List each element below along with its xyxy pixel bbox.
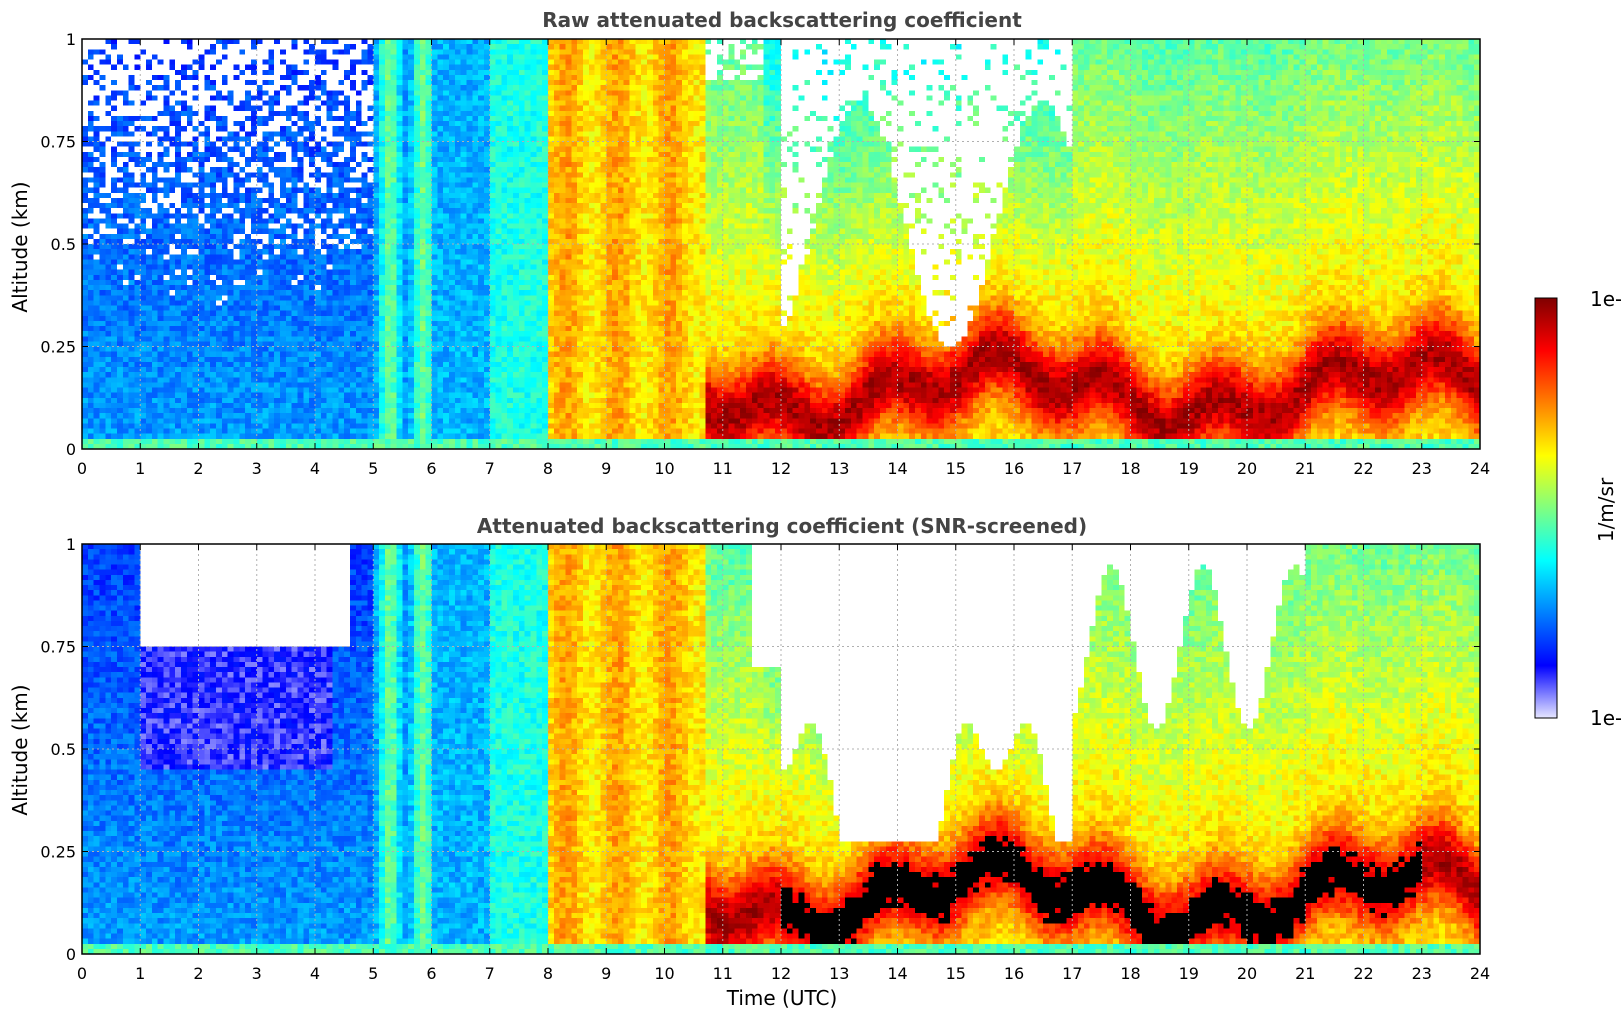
colorbar-min-label: 1e-7	[1590, 706, 1621, 730]
x-tick-label: 8	[543, 964, 553, 983]
x-tick-label: 14	[887, 964, 907, 983]
x-tick-label: 23	[1412, 964, 1432, 983]
y-tick-label: 0.75	[40, 638, 76, 657]
y-tick-label: 0	[66, 945, 76, 964]
y-tick-label: 0.25	[40, 338, 76, 357]
x-tick-label: 20	[1237, 964, 1257, 983]
x-tick-label: 10	[654, 459, 674, 478]
panel-bottom-title: Attenuated backscattering coefficient (S…	[477, 514, 1087, 538]
x-tick-label: 12	[771, 964, 791, 983]
x-tick-label: 8	[543, 459, 553, 478]
x-tick-label: 13	[829, 459, 849, 478]
colorbar	[1534, 297, 1558, 719]
x-tick-label: 5	[368, 964, 378, 983]
x-tick-label: 1	[135, 459, 145, 478]
x-tick-label: 6	[426, 964, 436, 983]
y-tick-label: 0.5	[51, 740, 76, 759]
y-tick-label: 0	[66, 440, 76, 459]
x-tick-label: 4	[310, 964, 320, 983]
x-tick-label: 11	[713, 459, 733, 478]
panel-bottom: 0 1 2 3 4 5 6 7 8 9 10 11 12 13 14 15 16 17 18 19 20 21 22 23 24…	[40, 535, 1490, 983]
x-tick-label: 1	[135, 964, 145, 983]
y-tick-label: 0.75	[40, 133, 76, 152]
x-tick-label: 5	[368, 459, 378, 478]
x-tick-label: 10	[654, 964, 674, 983]
x-tick-label: 21	[1295, 964, 1315, 983]
x-tick-label: 19	[1179, 459, 1199, 478]
panel-top-ylabel: Altitude (km)	[8, 181, 32, 312]
panel-bottom-ylabel: Altitude (km)	[8, 684, 32, 815]
x-axis-label: Time (UTC)	[726, 986, 838, 1010]
panel-top: 0 1 2 3 4 5 6 7 8 9 10 11 12 13 14 15 16 17 18 19 20 21 22 23 24…	[40, 30, 1490, 478]
x-tick-label: 24	[1470, 964, 1490, 983]
x-tick-label: 2	[193, 459, 203, 478]
y-tick-label: 0.5	[51, 235, 76, 254]
x-tick-label: 15	[946, 459, 966, 478]
x-tick-label: 9	[601, 459, 611, 478]
y-tick-label: 1	[66, 535, 76, 554]
x-tick-label: 22	[1353, 459, 1373, 478]
x-tick-label: 18	[1120, 964, 1140, 983]
x-tick-label: 0	[77, 459, 87, 478]
colorbar-gradient	[1534, 297, 1558, 719]
x-tick-label: 12	[771, 459, 791, 478]
y-tick-label: 1	[66, 30, 76, 49]
x-tick-label: 13	[829, 964, 849, 983]
x-tick-label: 14	[887, 459, 907, 478]
x-tick-label: 3	[252, 964, 262, 983]
colorbar-label: 1/m/sr	[1594, 477, 1618, 542]
x-tick-label: 16	[1004, 964, 1024, 983]
x-tick-label: 0	[77, 964, 87, 983]
x-tick-label: 4	[310, 459, 320, 478]
y-tick-label: 0.25	[40, 843, 76, 862]
x-tick-label: 20	[1237, 459, 1257, 478]
panel-top-title: Raw attenuated backscattering coefficien…	[542, 8, 1022, 32]
x-tick-label: 17	[1062, 459, 1082, 478]
x-tick-label: 24	[1470, 459, 1490, 478]
x-tick-label: 21	[1295, 459, 1315, 478]
x-tick-label: 16	[1004, 459, 1024, 478]
x-tick-label: 17	[1062, 964, 1082, 983]
x-tick-label: 7	[485, 459, 495, 478]
x-tick-label: 6	[426, 459, 436, 478]
x-tick-label: 23	[1412, 459, 1432, 478]
x-tick-label: 22	[1353, 964, 1373, 983]
colorbar-max-label: 1e-4	[1590, 287, 1621, 311]
x-tick-label: 2	[193, 964, 203, 983]
x-tick-label: 18	[1120, 459, 1140, 478]
x-tick-label: 3	[252, 459, 262, 478]
x-tick-label: 15	[946, 964, 966, 983]
x-tick-label: 19	[1179, 964, 1199, 983]
x-tick-label: 11	[713, 964, 733, 983]
x-tick-label: 7	[485, 964, 495, 983]
x-tick-label: 9	[601, 964, 611, 983]
